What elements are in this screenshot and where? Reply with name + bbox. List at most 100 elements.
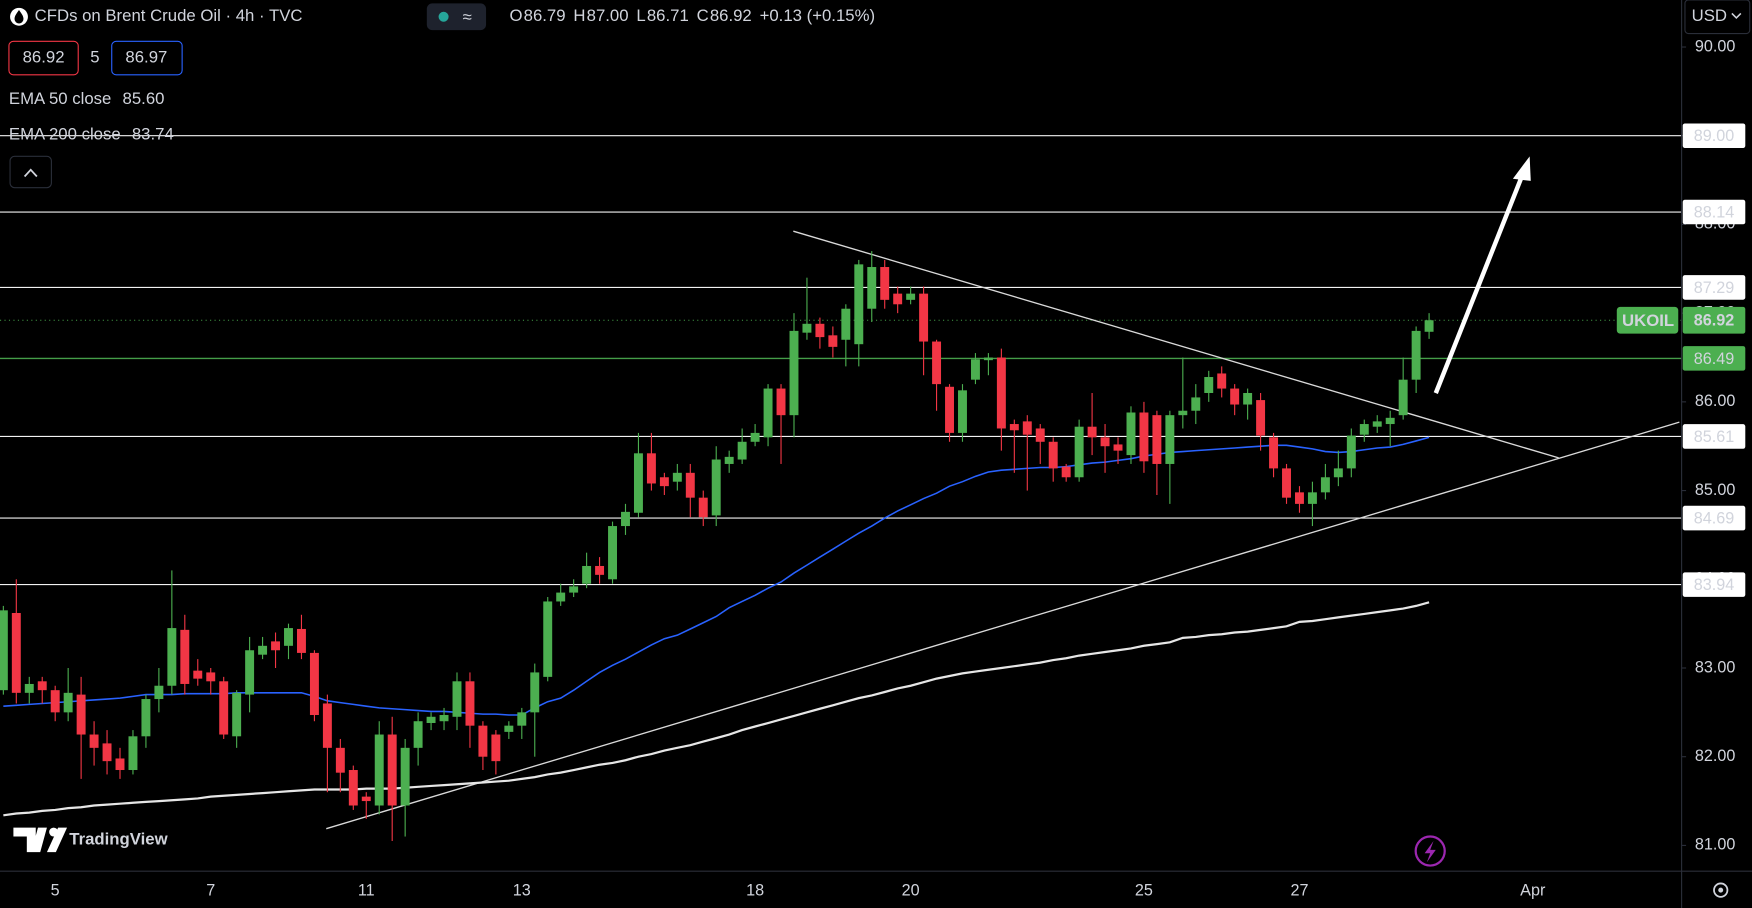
spread: 5 (90, 48, 99, 67)
candle-body (245, 650, 255, 695)
ema-line (3, 436, 1430, 716)
candle-body (309, 652, 319, 716)
candle-body (1087, 426, 1097, 438)
bid-price: 86.92 (23, 48, 65, 67)
level-label: 84.69 (1694, 509, 1735, 527)
y-tick-label: 82.00 (1695, 747, 1736, 765)
candle-body (115, 758, 125, 771)
settings-button[interactable] (1713, 882, 1729, 898)
candle-body (452, 681, 462, 717)
legend-name: EMA 50 close (9, 89, 111, 108)
candle-body (1048, 441, 1058, 469)
level-label: 87.29 (1694, 279, 1735, 297)
collapse-button[interactable] (9, 155, 52, 189)
candle-body (465, 681, 475, 726)
trend-line (793, 230, 1559, 459)
candle-body (180, 629, 190, 684)
candle-body (1100, 437, 1110, 447)
x-tick-label: 13 (513, 882, 531, 900)
candle-body (154, 685, 164, 700)
ohlc-key: C (697, 6, 709, 25)
last-price-name-box (1616, 306, 1679, 334)
candle-body (206, 672, 216, 682)
watermark-logo (13, 827, 47, 853)
levels (0, 135, 1682, 586)
y-tick-label: 90.00 (1695, 37, 1736, 55)
level-label: 89.00 (1694, 127, 1735, 145)
last-price-label: 86.92 (1694, 312, 1735, 330)
candle-body (1074, 426, 1084, 478)
candle-body (24, 683, 34, 693)
ohlc-value: 86.79 (524, 6, 566, 25)
currency-button[interactable] (1684, 0, 1751, 35)
candle-body (530, 672, 540, 713)
legend-value: 83.74 (132, 125, 174, 144)
ema-line (3, 601, 1430, 817)
candle-body (271, 641, 281, 651)
alert-button[interactable] (1414, 835, 1446, 867)
candle-body (296, 628, 306, 653)
x-tick-label: Apr (1520, 882, 1546, 900)
candle-body (672, 472, 682, 482)
candle-body (361, 796, 371, 802)
status-badge (426, 3, 487, 31)
candle-body (1230, 388, 1240, 405)
candle-body (478, 725, 488, 757)
last-price-name: UKOIL (1622, 311, 1674, 330)
ohlc-key: O (510, 6, 523, 25)
level-label-box (1682, 346, 1746, 371)
candle-body (1398, 379, 1408, 416)
ohlc-key: L (636, 6, 645, 25)
currency: USD (1692, 6, 1727, 25)
candle-body (867, 267, 877, 309)
watermark-logo (46, 827, 68, 853)
arrow-head (1512, 156, 1531, 181)
legend-name: EMA 200 close (9, 125, 121, 144)
x-tick-label: 11 (358, 882, 375, 900)
x-tick-label: 27 (1290, 882, 1308, 900)
ohlc-value: 86.92 (710, 6, 752, 25)
candle-body (1333, 468, 1343, 478)
candle-body (1295, 492, 1304, 504)
y-tick-label: 85.00 (1695, 481, 1736, 499)
candle-body (167, 628, 177, 686)
ohlc-header: O 86.79 H 87.00 L 86.71 C 86.92 +0.13 (+0.15%) (510, 6, 876, 25)
price-change: +0.13 (+0.15%) (760, 6, 875, 25)
candle-body (374, 734, 384, 806)
time-axis-bg (0, 871, 1752, 908)
candle-body (504, 725, 514, 732)
level-label-box (1682, 275, 1746, 300)
level-label: 86.49 (1694, 350, 1735, 368)
alert-icon (1424, 840, 1436, 863)
candle-body (789, 330, 799, 416)
candle-body (556, 592, 566, 602)
ohlc-value: 86.71 (647, 6, 689, 25)
watermark: TradingView (13, 827, 169, 853)
currency-caret (1731, 12, 1742, 19)
candle-body (76, 694, 86, 735)
candle-body (1243, 392, 1253, 405)
candle-body (1178, 410, 1188, 416)
candle-body (750, 432, 760, 442)
candle-body (983, 357, 993, 361)
x-tick-label: 25 (1135, 882, 1153, 900)
candle-body (1359, 424, 1369, 435)
ema-lines (3, 436, 1430, 817)
candle-body (1217, 373, 1227, 389)
y-tick-label: 81.00 (1695, 836, 1736, 854)
candle-body (919, 293, 929, 342)
candle-body (63, 692, 73, 713)
candle-body (400, 747, 410, 806)
candle-body (802, 323, 812, 333)
candle-body (1126, 412, 1136, 456)
price-axis-bg (1681, 0, 1752, 908)
candle-body (193, 670, 203, 679)
candle-body (698, 497, 708, 518)
price-axis: 81.0082.0083.0084.0085.0086.0087.0088.00… (1616, 37, 1746, 854)
settings-icon (1718, 887, 1724, 893)
candle-body (1372, 421, 1382, 427)
candles (0, 251, 1434, 841)
candle-body (1165, 415, 1175, 464)
candle-body (258, 645, 268, 655)
candle-body (828, 335, 838, 347)
